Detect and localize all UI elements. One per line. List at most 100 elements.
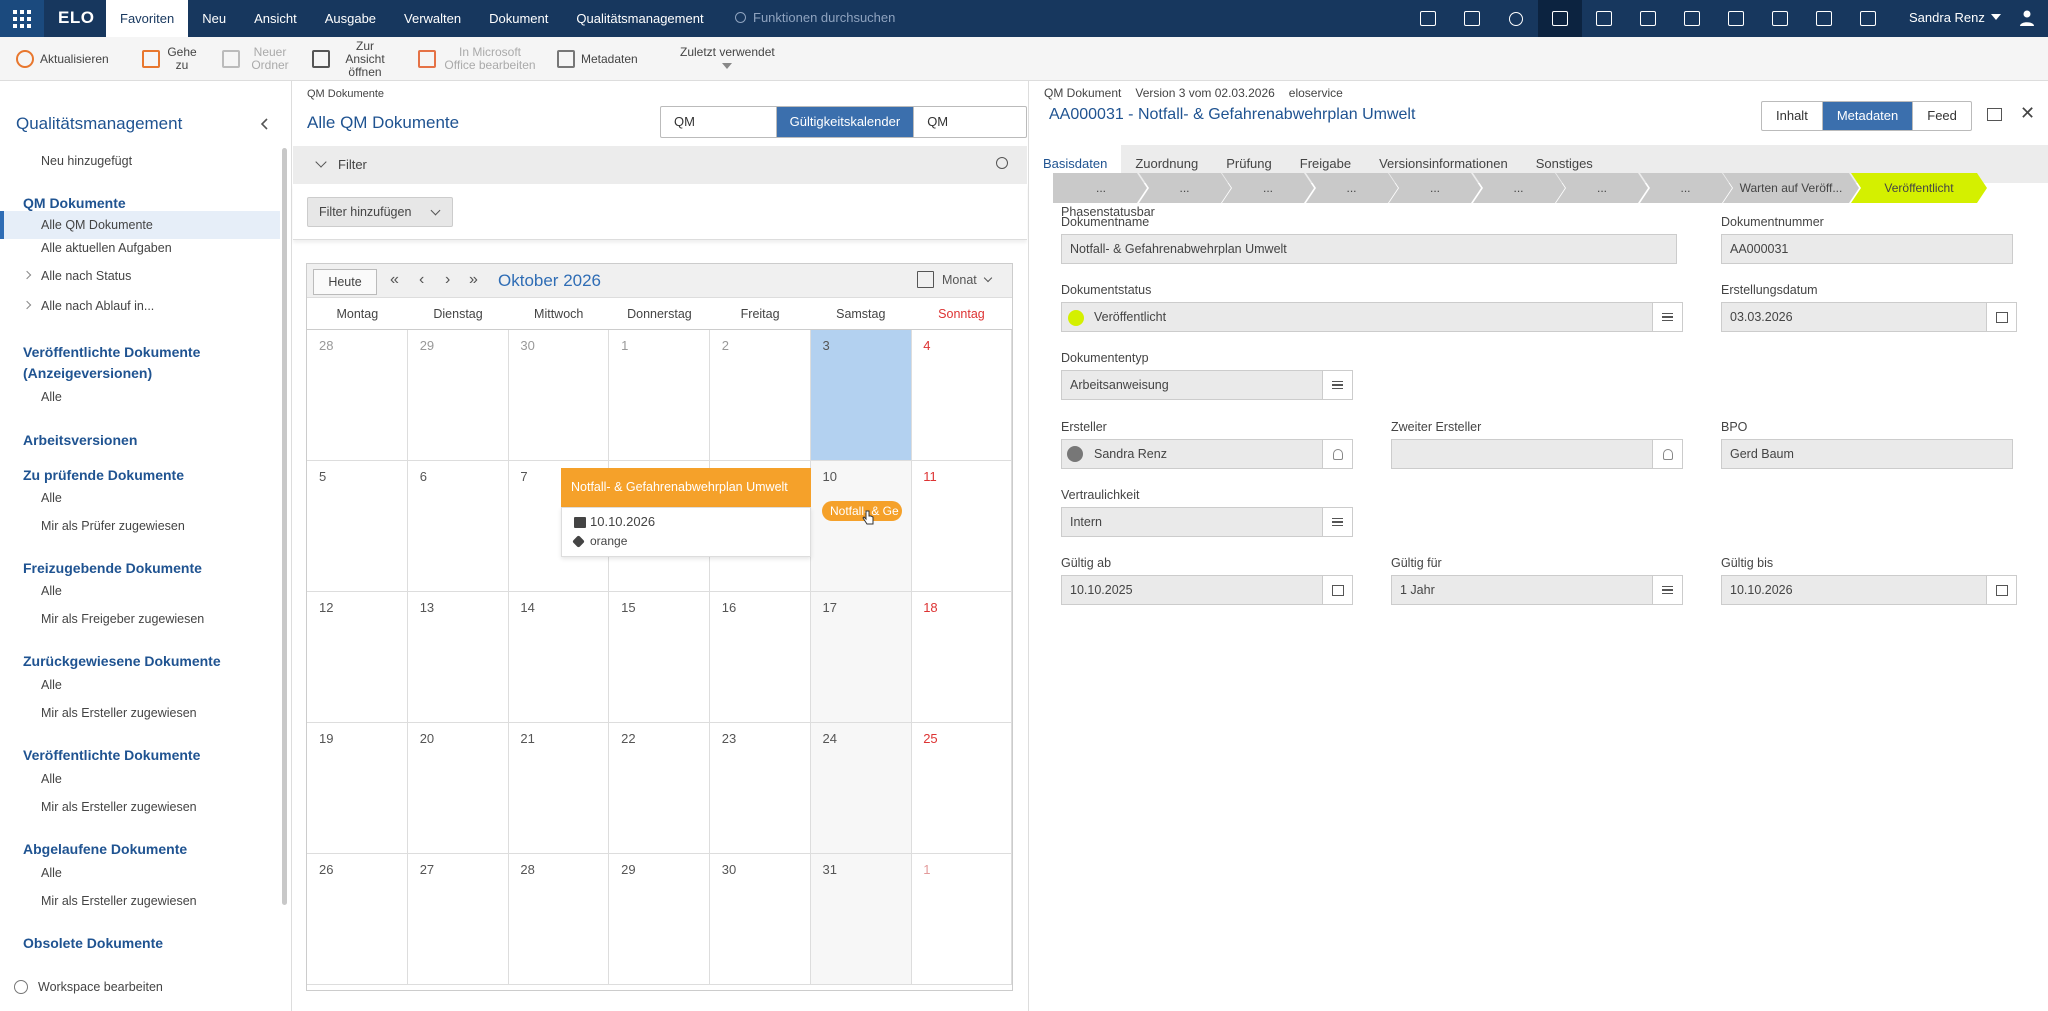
list-button[interactable] <box>1322 507 1353 537</box>
menu-ausgabe[interactable]: Ausgabe <box>324 11 377 26</box>
list-button[interactable] <box>1652 575 1683 605</box>
calendar-day-cell[interactable]: 10 <box>810 461 912 592</box>
person-button[interactable] <box>1322 439 1353 469</box>
field-gueltig_bis[interactable]: 10.10.2026 <box>1721 575 1987 605</box>
calendar-day-cell[interactable]: 21 <box>508 723 610 854</box>
person-button[interactable] <box>1652 439 1683 469</box>
sidebar-section-qm-dokumente[interactable]: QM Dokumente <box>23 195 126 211</box>
sidebar-item-alle[interactable]: Alle <box>41 678 62 692</box>
calendar-day-cell[interactable]: 14 <box>508 592 610 723</box>
aktualisieren-button[interactable]: Aktualisieren <box>16 37 109 81</box>
calendar-day-cell[interactable]: 30 <box>709 854 811 985</box>
subtab-sonstiges[interactable]: Sonstiges <box>1535 156 1593 171</box>
calendar-day-cell[interactable]: 12 <box>307 592 408 723</box>
sidebar-item-neu-hinzugefügt[interactable]: Neu hinzugefügt <box>41 154 133 168</box>
gehe-zu-button[interactable]: Gehe zu <box>142 37 198 81</box>
list-button[interactable] <box>1758 0 1802 37</box>
sidebar-item-alle-nach-ablauf-in[interactable]: Alle nach Ablauf in... <box>22 299 321 313</box>
zur-ansicht-öffnen-button[interactable]: Zur Ansicht öffnen <box>312 37 394 81</box>
sidebar-section-veröffentlichte-dokumente-anzeigeversionen[interactable]: Veröffentlichte Dokumente (Anzeigeversio… <box>23 344 201 381</box>
field-erstellungsdatum[interactable]: 03.03.2026 <box>1721 302 1987 332</box>
sidebar-section-veröffentlichte-dokumente[interactable]: Veröffentlichte Dokumente <box>23 747 201 763</box>
sidebar-item-mir-als-ersteller-zugewiesen[interactable]: Mir als Ersteller zugewiesen <box>41 894 197 908</box>
calendar-day-cell[interactable]: 27 <box>407 854 509 985</box>
workspace-edit-link[interactable]: Workspace bearbeiten <box>14 980 163 994</box>
sidebar-item-mir-als-freigeber-zugewiesen[interactable]: Mir als Freigeber zugewiesen <box>41 612 205 626</box>
calendar-view-select[interactable]: Monat <box>917 271 992 288</box>
window-icon[interactable] <box>1987 108 2002 121</box>
tab-feed[interactable]: Feed <box>1927 108 1957 123</box>
calendar-day-cell[interactable]: 28 <box>508 854 610 985</box>
field-zweiter[interactable] <box>1391 439 1653 469</box>
task-check-button[interactable] <box>1450 0 1494 37</box>
subtab-versionsinformationen[interactable]: Versionsinformationen <box>1379 156 1508 171</box>
metadaten-button[interactable]: Metadaten <box>557 37 638 81</box>
sidebar-section-obsolete-dokumente[interactable]: Obsolete Dokumente <box>23 935 164 951</box>
sidebar-item-alle-aktuellen-aufgaben[interactable]: Alle aktuellen Aufgaben <box>41 241 172 255</box>
sidebar-section-arbeitsversionen[interactable]: Arbeitsversionen <box>23 432 138 448</box>
sidebar-item-alle[interactable]: Alle <box>41 772 62 786</box>
calendar-event-chip[interactable]: Notfall- & Ge <box>822 501 902 521</box>
next-month-icon[interactable]: › <box>445 271 451 288</box>
field-vertraulichkeit[interactable]: Intern <box>1061 507 1323 537</box>
field-dokumenttyp[interactable]: Arbeitsanweisung <box>1061 370 1323 400</box>
breadcrumb[interactable]: QM Dokumente <box>307 88 385 100</box>
calendar-day-cell[interactable]: 24 <box>810 723 912 854</box>
field-dokumentstatus[interactable]: Veröffentlicht <box>1061 302 1653 332</box>
tab-qm-dashboard[interactable]: QM Dashboard <box>927 114 991 159</box>
person-icon[interactable] <box>2018 9 2036 27</box>
calendar-day-cell[interactable]: 6 <box>407 461 509 592</box>
calendar-button[interactable] <box>1986 575 2017 605</box>
sidebar-item-alle[interactable]: Alle <box>41 491 62 505</box>
neuer-ordner-button[interactable]: Neuer Ordner <box>222 37 294 81</box>
subtab-prüfung[interactable]: Prüfung <box>1226 156 1272 171</box>
phase-step[interactable]: ... <box>1262 181 1273 195</box>
sidebar-section-zurückgewiesene-dokumente[interactable]: Zurückgewiesene Dokumente <box>23 653 221 669</box>
in-microsoft-office-bearbeiten-button[interactable]: In Microsoft Office bearbeiten <box>418 37 538 81</box>
calendar-day-cell[interactable]: 29 <box>407 330 509 461</box>
calendar-day-cell[interactable]: 30 <box>508 330 610 461</box>
tab-metadaten[interactable]: Metadaten <box>1822 102 1914 130</box>
field-dokumentname[interactable]: Notfall- & Gefahrenabwehrplan Umwelt <box>1061 234 1677 264</box>
sidebar-section-freizugebende-dokumente[interactable]: Freizugebende Dokumente <box>23 560 202 576</box>
calendar-day-cell[interactable]: 18 <box>911 592 1013 723</box>
field-bpo[interactable]: Gerd Baum <box>1721 439 2013 469</box>
image-button[interactable] <box>1626 0 1670 37</box>
today-button[interactable]: Heute <box>313 269 377 295</box>
calendar-button[interactable] <box>1322 575 1353 605</box>
field-dokumentnummer[interactable]: AA000031 <box>1721 234 2013 264</box>
grid-button[interactable] <box>1846 0 1890 37</box>
menu-neu[interactable]: Neu <box>202 11 227 26</box>
documents-button[interactable] <box>1538 0 1582 37</box>
event-popup-title[interactable]: Notfall- & Gefahrenabwehrplan Umwelt <box>561 468 811 517</box>
calendar-day-cell[interactable]: 5 <box>307 461 408 592</box>
menu-verwalten[interactable]: Verwalten <box>404 11 462 26</box>
phase-step[interactable]: ... <box>1179 181 1190 195</box>
menu-ansicht[interactable]: Ansicht <box>254 11 297 26</box>
sidebar-item-mir-als-prüfer-zugewiesen[interactable]: Mir als Prüfer zugewiesen <box>41 519 185 533</box>
sidebar-item-alle-nach-status[interactable]: Alle nach Status <box>22 269 321 283</box>
calendar-day-cell[interactable]: 23 <box>709 723 811 854</box>
field-gueltig_ab[interactable]: 10.10.2025 <box>1061 575 1323 605</box>
calendar-day-cell[interactable]: 2 <box>709 330 811 461</box>
sidebar-section-zu-prüfende-dokumente[interactable]: Zu prüfende Dokumente <box>23 467 185 483</box>
search-icon[interactable] <box>996 157 1008 169</box>
filter-bar[interactable]: Filter <box>293 146 1027 184</box>
sidebar-scrollbar[interactable] <box>282 148 287 905</box>
calendar-day-cell[interactable]: 11 <box>911 461 1013 592</box>
phase-step[interactable]: ... <box>1346 181 1357 195</box>
phase-step[interactable]: Veröffentlicht <box>1884 181 1954 195</box>
chevron-right-icon[interactable] <box>22 270 32 280</box>
sidebar-section-abgelaufene-dokumente[interactable]: Abgelaufene Dokumente <box>23 841 188 857</box>
menu-qualitätsmanagement[interactable]: Qualitätsmanagement <box>576 11 704 26</box>
calendar-day-cell[interactable]: 15 <box>609 592 711 723</box>
calendar-day-cell[interactable]: 29 <box>609 854 711 985</box>
list-button[interactable] <box>1322 370 1353 400</box>
calendar-day-cell[interactable]: 16 <box>709 592 811 723</box>
app-launcher-button[interactable] <box>0 0 44 37</box>
function-search[interactable]: Funktionen durchsuchen <box>735 10 895 25</box>
sidebar-item-alle[interactable]: Alle <box>41 866 62 880</box>
hierarchy-button[interactable] <box>1670 0 1714 37</box>
subtab-zuordnung[interactable]: Zuordnung <box>1135 156 1199 171</box>
calendar-day-cell[interactable]: 25 <box>911 723 1013 854</box>
